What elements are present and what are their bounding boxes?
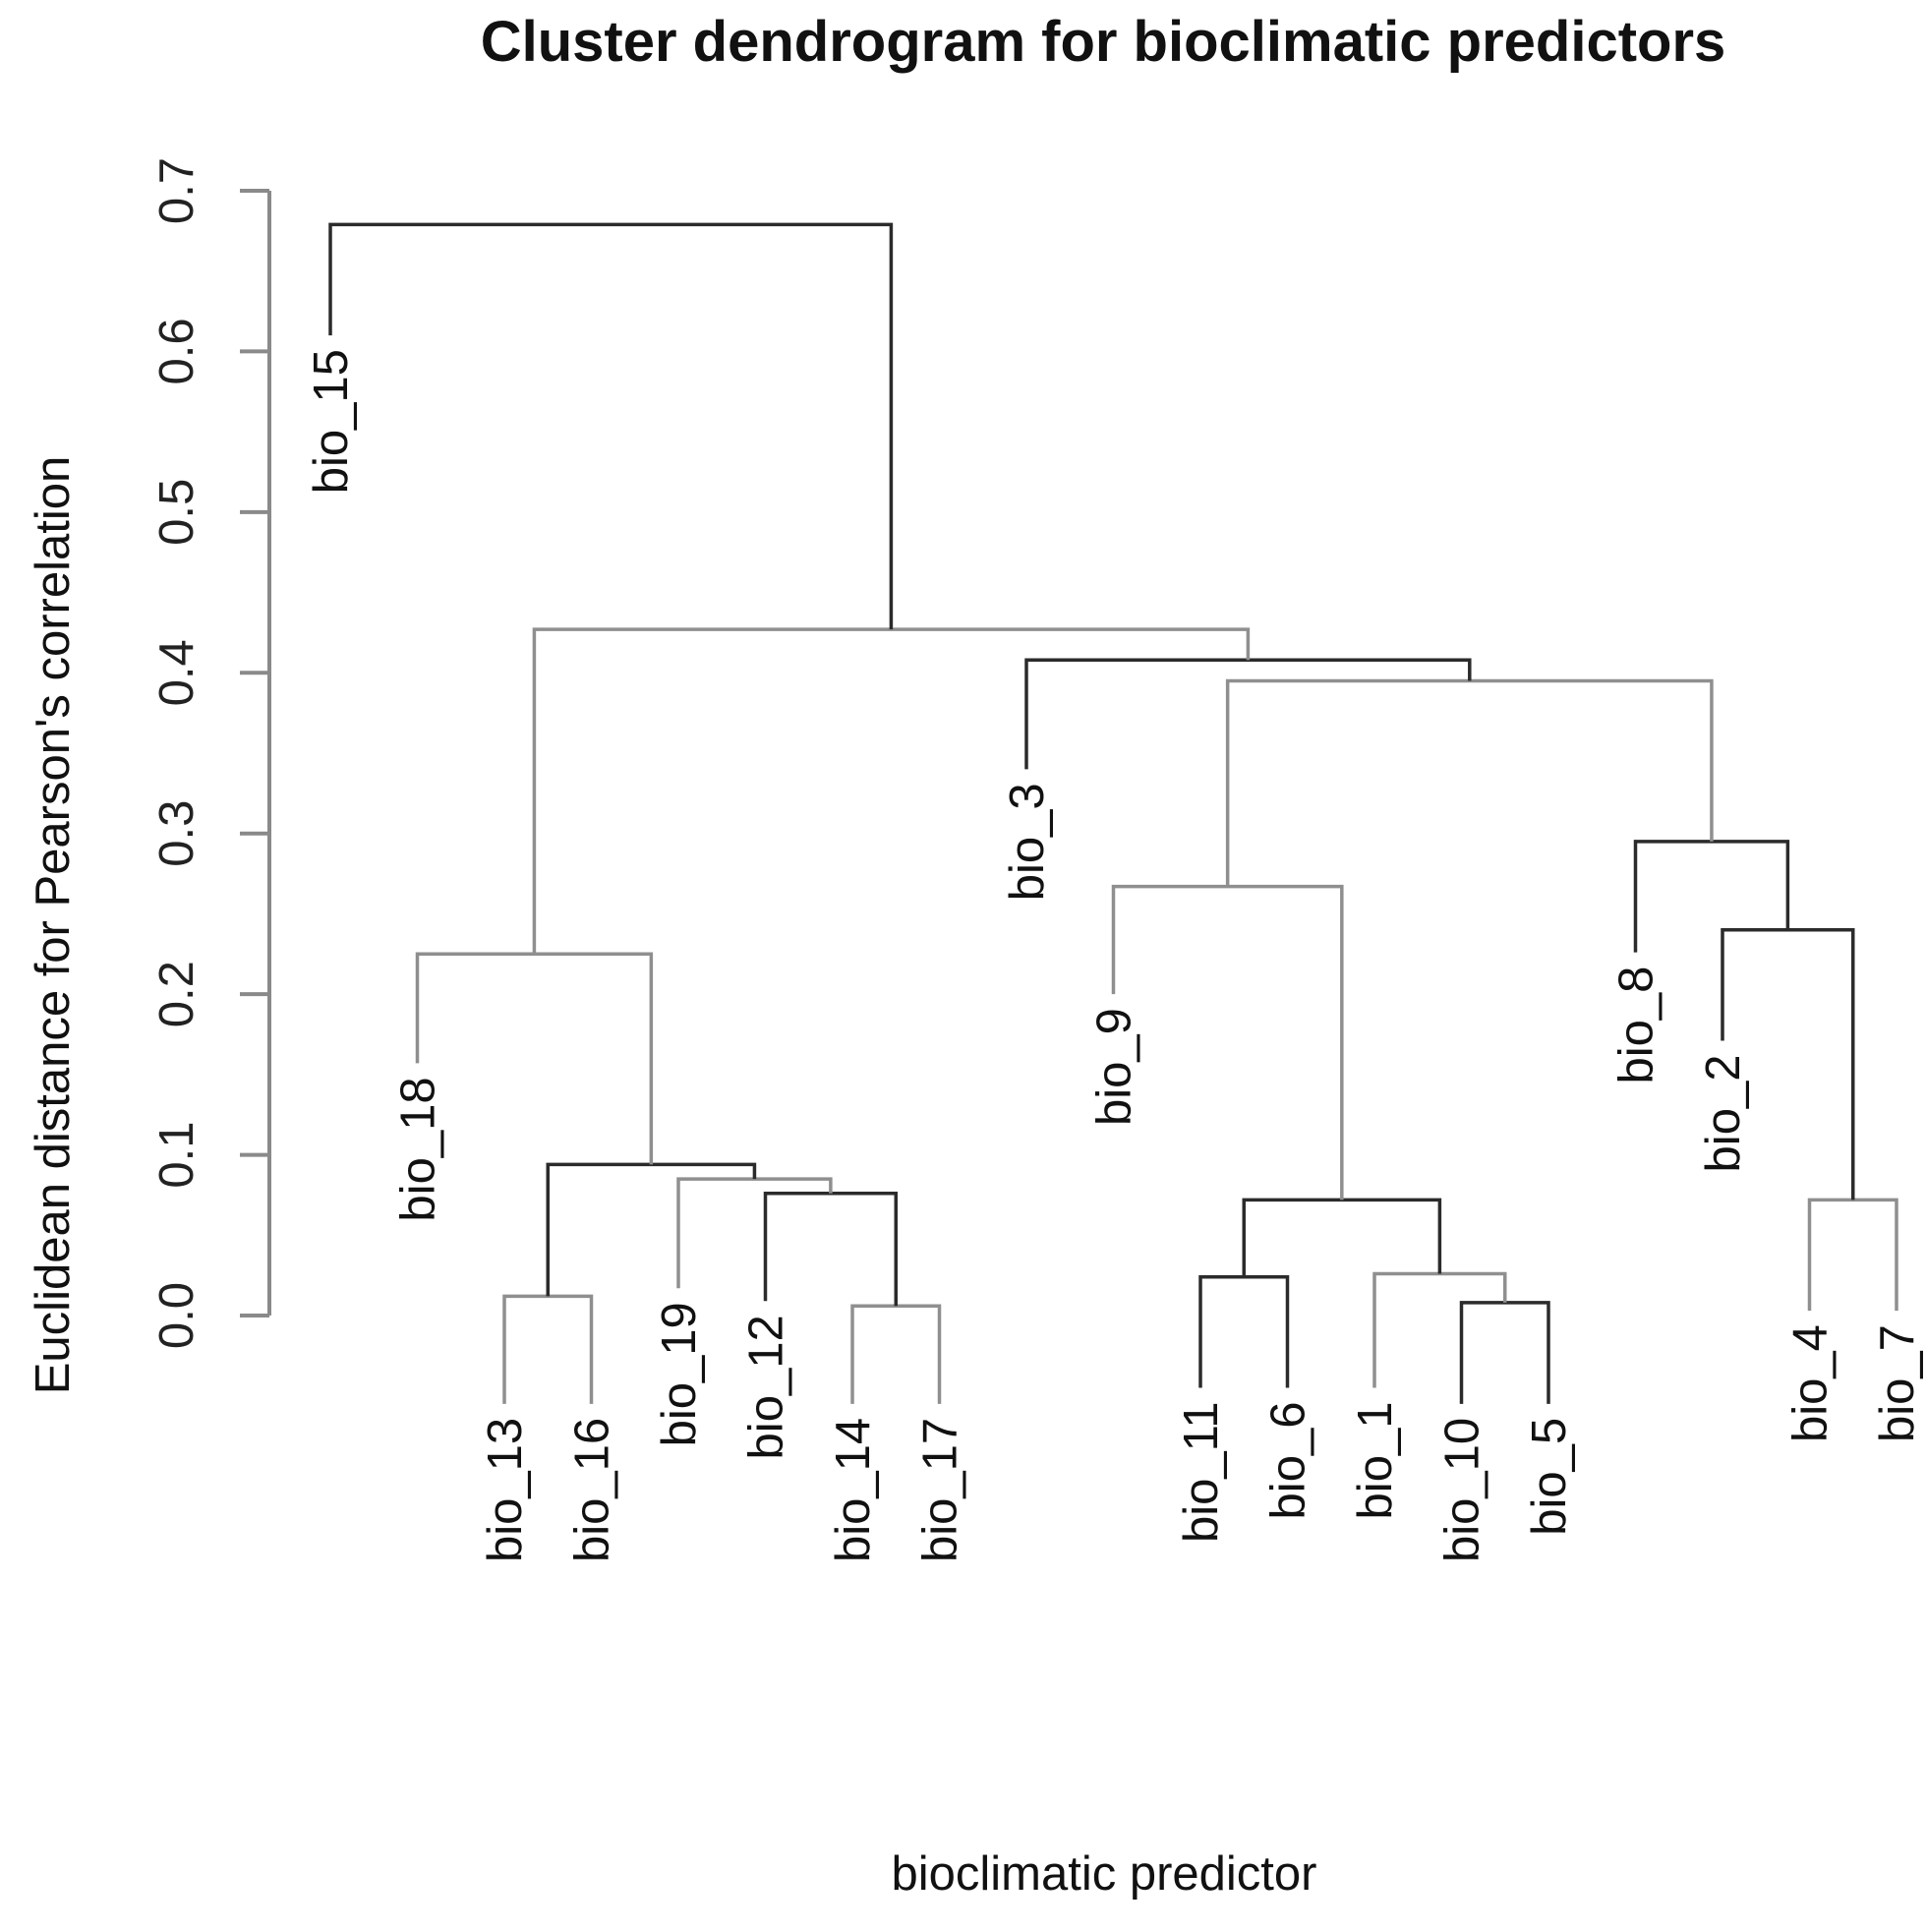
leaf-label: bio_10: [1436, 1418, 1489, 1562]
y-axis: 0.0 0.1 0.2 0.3 0.4 0.5 0.6 0.7: [150, 157, 271, 1349]
leaf-label: bio_9: [1088, 1008, 1141, 1126]
branch-m5: [1372, 1271, 1507, 1388]
y-tick-label: 0.6: [150, 318, 204, 384]
leaf-label: bio_16: [566, 1418, 619, 1562]
leaf-label: bio_15: [305, 349, 358, 494]
leaf-label: bio_17: [914, 1418, 967, 1562]
leaf-label: bio_6: [1262, 1402, 1315, 1520]
branch-m10: [546, 1162, 757, 1297]
y-tick-label: 0.0: [150, 1282, 204, 1349]
leaf-label: bio_4: [1784, 1324, 1838, 1442]
dendrogram-branches: [328, 222, 1898, 1404]
chart-title: Cluster dendrogram for bioclimatic predi…: [481, 10, 1726, 74]
x-axis-label: bioclimatic predictor: [892, 1847, 1317, 1901]
y-tick-label: 0.4: [150, 639, 204, 706]
leaf-label: bio_18: [392, 1077, 445, 1221]
leaf-labels: bio_15 bio_18 bio_13 bio_16 bio_19 bio_12 bio_…: [305, 349, 1924, 1562]
leaf-label: bio_1: [1349, 1402, 1402, 1520]
leaf-label: bio_11: [1175, 1402, 1228, 1544]
branch-m11: [415, 952, 654, 1165]
branch-m8: [763, 1192, 898, 1307]
y-tick-label: 0.2: [150, 961, 204, 1027]
leaf-label: bio_13: [479, 1418, 532, 1562]
branch-m7: [1807, 1198, 1898, 1312]
y-tick-label: 0.3: [150, 800, 204, 867]
branch-m6: [1242, 1198, 1442, 1277]
branch-m3: [502, 1294, 594, 1404]
branch-m16: [1024, 658, 1472, 770]
branch-m15: [1225, 678, 1714, 887]
leaf-label: bio_8: [1610, 966, 1663, 1084]
leaf-label: bio_2: [1697, 1055, 1750, 1173]
leaf-label: bio_19: [653, 1302, 706, 1446]
y-tick-label: 0.5: [150, 479, 204, 546]
leaf-label: bio_12: [740, 1315, 793, 1459]
branch-m2: [1459, 1301, 1550, 1404]
leaf-label: bio_14: [827, 1418, 880, 1562]
y-tick-label: 0.1: [150, 1122, 204, 1189]
branch-m1: [850, 1304, 942, 1404]
y-axis-label: Euclidean distance for Pearson's correla…: [27, 456, 80, 1395]
leaf-label: bio_3: [1001, 783, 1054, 901]
leaf-label: bio_7: [1871, 1324, 1924, 1442]
branch-m13: [1111, 884, 1344, 1200]
branch-m17: [532, 627, 1251, 955]
leaf-label: bio_5: [1523, 1418, 1576, 1536]
branch-m4: [1198, 1275, 1290, 1388]
branch-m18: [328, 222, 894, 630]
branch-m9: [676, 1177, 833, 1289]
branch-m14: [1633, 840, 1790, 953]
y-tick-label: 0.7: [150, 157, 204, 224]
